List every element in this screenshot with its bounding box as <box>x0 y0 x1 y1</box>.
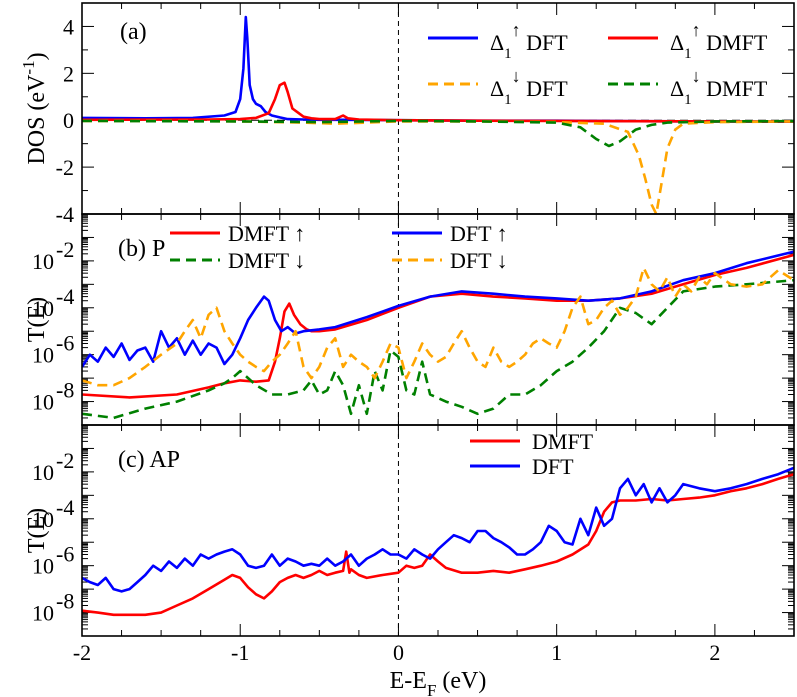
legend-label: DFT ↑ <box>450 221 508 246</box>
plot-frame <box>81 424 795 637</box>
panel-label: (a) <box>120 19 147 45</box>
x-tick-label: 1 <box>551 640 562 665</box>
legend-label: DFT <box>532 454 574 479</box>
plot-frame <box>81 2 795 215</box>
x-tick-label: -2 <box>73 640 91 665</box>
legend-label: Δ1↑ DMFT <box>670 20 768 62</box>
series-line-3 <box>82 250 794 368</box>
y-tick-label: 10 <box>32 296 54 321</box>
panel-label: (b) P <box>118 236 165 262</box>
y-tick-exponent: -4 <box>56 495 74 520</box>
series-line-2 <box>82 278 794 420</box>
y-tick-label: 4 <box>63 14 74 39</box>
y-tick-label: 10 <box>32 460 54 485</box>
legend-label: Δ1↓ DFT <box>490 66 568 108</box>
y-tick-exponent: -2 <box>56 237 74 262</box>
y-tick-exponent: -2 <box>56 448 74 473</box>
panel-2: 10-810-610-410-2 (b) PT(E)DMFT ↑DMFT ↓DFT… <box>24 213 795 426</box>
y-tick-label: -2 <box>56 155 74 180</box>
panel-label: (c) AP <box>118 447 180 473</box>
x-axis-label: E-EF (eV) <box>390 668 487 697</box>
y-tick-label: 10 <box>32 390 54 415</box>
series-line-2 <box>82 466 794 593</box>
y-axis-label: DOS (eV-1) <box>19 52 50 164</box>
y-tick-label: 10 <box>32 554 54 579</box>
y-tick-label: 10 <box>32 507 54 532</box>
plot-frame <box>81 213 795 426</box>
y-tick-label: 10 <box>32 343 54 368</box>
y-tick-label: 10 <box>32 601 54 626</box>
series-line-3 <box>82 119 794 214</box>
y-tick-exponent: -8 <box>56 589 74 614</box>
legend-label: DMFT <box>532 429 594 454</box>
legend-label: Δ1↑ DFT <box>490 20 568 62</box>
y-tick-label: -4 <box>56 202 74 227</box>
legend-label: DFT ↓ <box>450 248 508 273</box>
y-axis-label: T(E) <box>24 508 50 553</box>
x-tick-label: 0 <box>393 640 404 665</box>
x-tick-label: -1 <box>231 640 249 665</box>
y-tick-label: 10 <box>32 249 54 274</box>
y-tick-label: 2 <box>63 61 74 86</box>
legend-label: DMFT ↑ <box>228 221 305 246</box>
y-axis-label: T(E) <box>24 297 50 342</box>
legend-label: DMFT ↓ <box>228 248 305 273</box>
y-tick-exponent: -6 <box>56 331 74 356</box>
y-tick-exponent: -6 <box>56 542 74 567</box>
series-line-1 <box>82 472 794 617</box>
y-tick-exponent: -8 <box>56 378 74 403</box>
y-tick-exponent: -4 <box>56 284 74 309</box>
x-tick-label: 2 <box>709 640 720 665</box>
series-line-4 <box>82 119 794 148</box>
series-line-4 <box>82 266 794 387</box>
legend-label: Δ1↓ DMFT <box>670 66 768 108</box>
y-tick-label: 0 <box>63 108 74 133</box>
